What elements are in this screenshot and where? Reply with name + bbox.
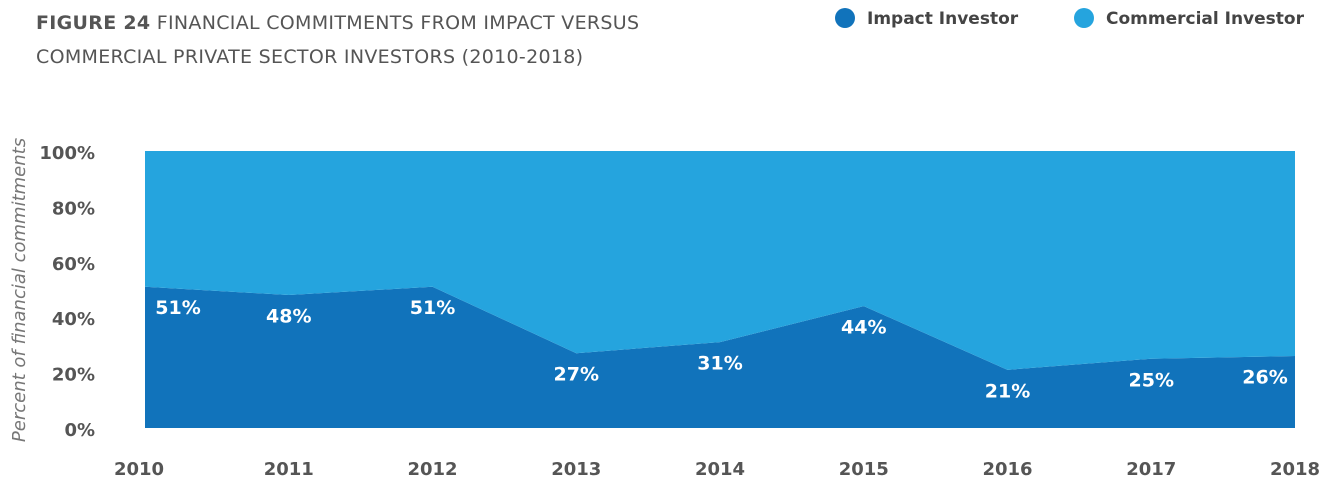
y-tick-label: 80% [52,198,95,219]
data-label: 51% [155,297,200,319]
legend-swatch [835,8,855,28]
x-tick-label: 2013 [551,459,601,480]
x-tick-label: 2015 [839,459,889,480]
x-tick-label: 2017 [1126,459,1176,480]
x-tick-label: 2016 [982,459,1032,480]
x-tick-label: 2018 [1270,459,1320,480]
x-tick-label: 2012 [407,459,457,480]
data-label: 25% [1129,369,1174,391]
x-tick-label: 2014 [695,459,745,480]
area [145,151,1295,370]
y-tick-label: 0% [64,420,95,441]
x-tick-label: 2010 [114,459,164,480]
data-label: 27% [554,364,599,386]
figure-label: FIGURE 24 [36,12,151,34]
y-tick-label: 60% [52,254,95,275]
data-label: 31% [697,353,742,375]
area [145,286,1295,428]
title-text: FINANCIAL COMMITMENTS FROM IMPACT VERSUS… [36,12,640,68]
chart-title: FIGURE 24 FINANCIAL COMMITMENTS FROM IMP… [36,6,676,74]
y-axis-label: Percent of financial commitments [9,138,30,442]
legend-label: Commercial Investor [1106,9,1305,29]
data-label: 51% [410,297,455,319]
y-tick-label: 100% [39,143,95,164]
data-label: 21% [985,380,1030,402]
y-tick-label: 20% [52,365,95,386]
x-tick-label: 2011 [264,459,314,480]
data-label: 44% [841,317,886,339]
legend-swatch [1074,8,1094,28]
data-label: 26% [1242,366,1287,388]
data-label: 48% [266,306,311,328]
y-tick-label: 40% [52,309,95,330]
legend-label: Impact Investor [867,9,1019,29]
